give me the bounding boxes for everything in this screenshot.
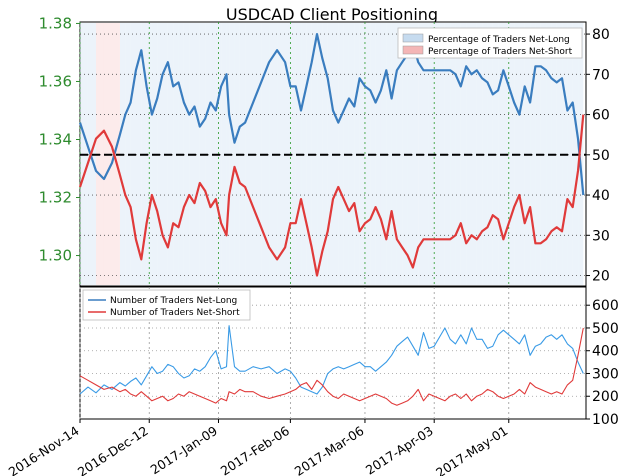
- left-axis-tick-label: 1.36: [39, 72, 72, 90]
- sentiment-shade-band: [221, 23, 227, 285]
- chart-title: USDCAD Client Positioning: [226, 5, 438, 24]
- sentiment-shade-band: [412, 23, 419, 285]
- sentiment-shade-band: [519, 23, 525, 285]
- sentiment-shade-band: [183, 23, 190, 285]
- x-tick-label: 2016-Nov-14: [6, 423, 82, 476]
- sentiment-shade-band: [173, 23, 179, 285]
- left-axis-tick-label: 1.30: [39, 247, 72, 265]
- left-axis-tick-label: 1.34: [39, 130, 72, 148]
- sentiment-shade-band: [386, 23, 392, 285]
- legend-swatch: [402, 33, 424, 43]
- sentiment-shade-band: [253, 23, 262, 285]
- sentiment-shade-band: [482, 23, 488, 285]
- percentage-of-traders-net-short-line: [78, 114, 585, 277]
- sentiment-shade-band: [423, 23, 429, 285]
- sentiment-shade-band: [530, 23, 536, 285]
- x-tick-label: 2017-Feb-06: [218, 423, 292, 476]
- sentiment-shade-band: [508, 23, 515, 285]
- sentiment-shade-band: [135, 23, 142, 285]
- right-axis-tick-label: 40: [592, 188, 610, 204]
- sentiment-shade-band: [111, 23, 120, 285]
- x-tick-label: 2017-Mar-06: [292, 423, 367, 476]
- right-axis-tick-label: 500: [592, 321, 619, 337]
- sentiment-shade-band: [434, 23, 440, 285]
- legend-label: Percentage of Traders Net-Short: [428, 47, 573, 57]
- right-axis-tick-label: 70: [592, 67, 610, 83]
- right-axis-tick-label: 50: [592, 148, 610, 164]
- number-of-traders-net-short-line: [79, 327, 584, 406]
- sentiment-shade-band: [338, 23, 344, 285]
- top-legend: Percentage of Traders Net-Long Percentage…: [397, 27, 583, 59]
- top-legend-box: [397, 27, 583, 59]
- sentiment-shade-band: [327, 23, 333, 285]
- right-axis-tick-label: 200: [592, 389, 619, 405]
- right-axis-tick-label: 300: [592, 366, 619, 382]
- bottom-legend: Number of Traders Net-Long Number of Trad…: [82, 289, 251, 321]
- sentiment-shade-band: [290, 23, 296, 285]
- right-axis-tick-label: 600: [592, 298, 619, 314]
- sentiment-shade-band: [317, 23, 323, 285]
- right-axis-tick-label: 60: [592, 108, 610, 124]
- sentiment-shade-band: [567, 23, 573, 285]
- number-of-traders-net-long-line: [79, 325, 584, 395]
- x-tick-label: 2017-Jan-09: [148, 423, 221, 476]
- sentiment-shade-band: [460, 23, 467, 285]
- right-axis-tick-label: 100: [592, 412, 619, 428]
- sentiment-shade-band: [125, 23, 131, 285]
- percentage-of-traders-net-long-line: [78, 33, 585, 196]
- sentiment-shade-band: [375, 23, 381, 285]
- bottom-legend-box: [82, 289, 251, 321]
- x-tick-label: 2016-Dec-12: [75, 423, 151, 476]
- sentiment-shade-band: [364, 23, 371, 285]
- right-axis-tick-label: 80: [592, 27, 610, 43]
- right-axis-tick-label: 30: [592, 228, 610, 244]
- x-tick-label: 2017-Apr-03: [363, 423, 436, 476]
- legend-swatch: [402, 45, 424, 55]
- left-axis-tick-label: 1.32: [39, 189, 72, 207]
- x-tick-label: 2017-May-01: [433, 423, 510, 476]
- sentiment-shade-band: [277, 23, 286, 285]
- left-axis-tick-label: 1.38: [39, 14, 72, 32]
- legend-label: Number of Traders Net-Long: [110, 296, 237, 306]
- right-axis-tick-label: 400: [592, 344, 619, 360]
- sentiment-shade-band: [471, 23, 477, 285]
- right-axis-tick-label: 20: [592, 269, 610, 285]
- sentiment-shade-band: [194, 23, 200, 285]
- legend-label: Percentage of Traders Net-Long: [428, 35, 570, 45]
- sentiment-shade-band: [556, 23, 563, 285]
- legend-label: Number of Traders Net-Short: [110, 308, 240, 318]
